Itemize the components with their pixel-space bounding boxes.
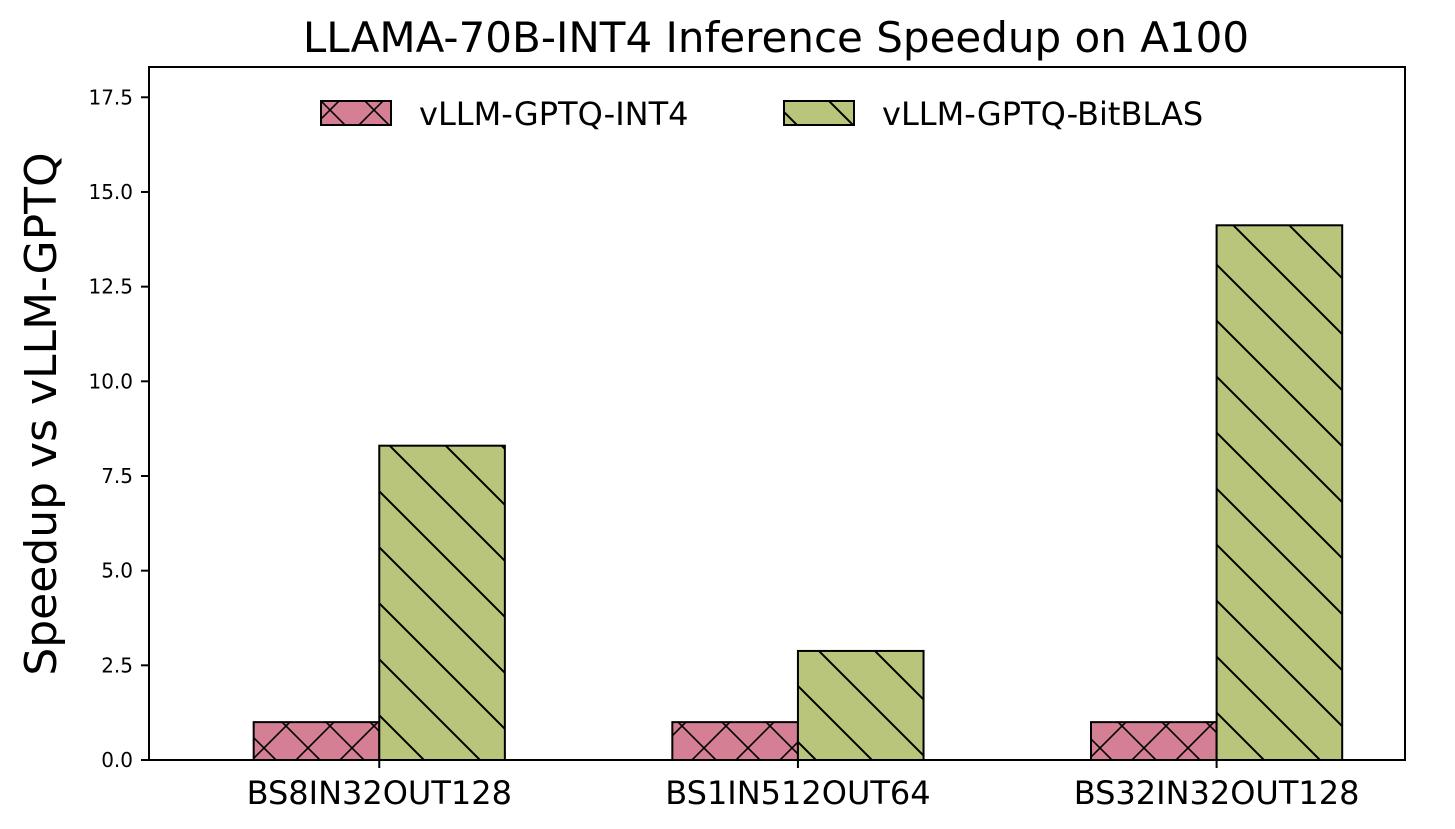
- x-tick-label: BS1IN512OUT64: [665, 774, 930, 812]
- legend-label: vLLM-GPTQ-INT4: [419, 95, 688, 133]
- legend-swatch-hatch: [784, 101, 854, 125]
- y-tick-label: 7.5: [101, 464, 133, 488]
- legend-swatch-outline: [320, 100, 392, 126]
- y-tick-label: 17.5: [88, 85, 133, 109]
- y-tick-label: 2.5: [101, 653, 133, 677]
- bar-vLLM-GPTQ-INT4-BS8IN32OUT128: [252, 721, 381, 762]
- bar-hatch: [253, 722, 380, 760]
- y-axis-label: Speedup vs vLLM-GPTQ: [16, 152, 67, 675]
- legend-item: vLLM-GPTQ-BitBLAS: [783, 95, 1203, 133]
- bar-hatch: [1216, 225, 1343, 760]
- legend-swatch-hatch: [321, 101, 391, 125]
- bar-hatch: [1091, 722, 1217, 760]
- bar-hatch: [379, 445, 505, 760]
- chart-marks: [252, 224, 1344, 762]
- plot-frame: [148, 66, 1406, 761]
- y-tick-label: 12.5: [88, 275, 133, 299]
- bar-hatch: [797, 650, 924, 760]
- bar-hatch: [672, 722, 798, 760]
- legend: vLLM-GPTQ-INT4 vLLM-GPTQ-BitBLAS: [320, 95, 1203, 133]
- bar-vLLM-GPTQ-BitBLAS-BS1IN512OUT64: [796, 649, 925, 761]
- y-tick-label: 0.0: [101, 748, 133, 772]
- legend-label: vLLM-GPTQ-BitBLAS: [882, 95, 1203, 133]
- legend-swatch-outline: [783, 100, 855, 126]
- bar-vLLM-GPTQ-INT4-BS1IN512OUT64: [671, 721, 799, 762]
- bar-vLLM-GPTQ-BitBLAS-BS32IN32OUT128: [1215, 224, 1344, 761]
- y-tick-label: 5.0: [101, 559, 133, 583]
- y-tick-label: 15.0: [88, 180, 133, 204]
- y-tick-label: 10.0: [88, 369, 133, 393]
- x-tick-label: BS8IN32OUT128: [247, 774, 512, 812]
- x-tick-label: BS32IN32OUT128: [1074, 774, 1360, 812]
- bar-vLLM-GPTQ-BitBLAS-BS8IN32OUT128: [378, 444, 506, 761]
- chart-title: LLAMA-70B-INT4 Inference Speedup on A100: [303, 13, 1249, 62]
- x-axis-ticks: BS8IN32OUT128 BS1IN512OUT64 BS32IN32OUT128: [247, 760, 1360, 812]
- bar-vLLM-GPTQ-INT4-BS32IN32OUT128: [1090, 721, 1218, 762]
- y-axis-ticks: 0.0 2.5 5.0 7.5 10.0 12.5 15.0 17.5: [88, 85, 149, 772]
- legend-item: vLLM-GPTQ-INT4: [320, 95, 688, 133]
